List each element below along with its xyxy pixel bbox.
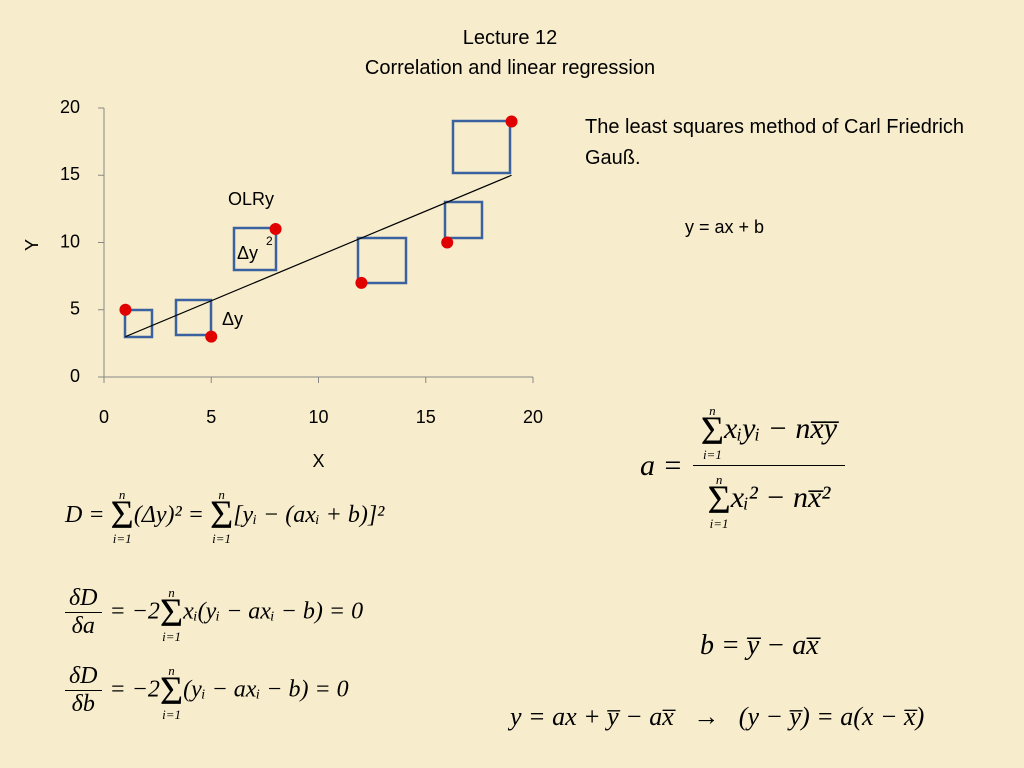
- fit-line: [125, 174, 512, 338]
- method-note: The least squares method of Carl Friedri…: [585, 116, 965, 169]
- square: [451, 119, 512, 175]
- x-tick-label: 5: [206, 407, 216, 427]
- y-tick-label: 20: [60, 97, 80, 117]
- point: [205, 330, 218, 343]
- square: [232, 226, 278, 272]
- sum-sign: Σ: [159, 667, 184, 713]
- sum-limit: n: [218, 487, 225, 502]
- formula-rest: = −2Σxᵢ(yᵢ − axᵢ − b) = 0: [109, 589, 364, 635]
- point: [269, 223, 282, 236]
- annotation: OLRy: [228, 189, 274, 209]
- model-note: y = ax + b: [685, 217, 765, 237]
- numerator: δD: [65, 663, 102, 691]
- subtitle: Correlation and linear regression: [364, 57, 656, 79]
- y-tick-label: 0: [70, 366, 80, 386]
- annotation: Δy: [237, 243, 258, 263]
- sum-limit: i=1: [212, 531, 232, 546]
- square: [174, 298, 213, 337]
- formula-lhs: a =: [640, 448, 683, 482]
- sum-limit: n: [168, 662, 175, 678]
- x-tick-label: 0: [99, 407, 109, 427]
- sum-limit: n: [709, 403, 716, 418]
- title: Lecture 12: [462, 27, 558, 49]
- x-tick-label: 15: [416, 407, 436, 427]
- denominator: δb: [71, 691, 95, 717]
- denominator: δa: [71, 613, 95, 639]
- annotation: Δy: [222, 309, 243, 329]
- sum-sign: Σ: [110, 492, 134, 537]
- squares: [123, 119, 512, 339]
- fraction: δD δb: [65, 663, 102, 718]
- x-tick-label: 10: [308, 407, 328, 427]
- sum-limit: i=1: [112, 531, 132, 546]
- sum-limit: n: [715, 472, 723, 487]
- y-tick-label: 10: [60, 231, 80, 251]
- x-tick-label: 20: [523, 407, 543, 427]
- sum-sign: Σ: [700, 408, 725, 453]
- formula: D = Σ (Δy)² = Σ [yᵢ − (axᵢ + b)]²: [65, 492, 385, 537]
- point: [505, 115, 518, 128]
- formula: a = Σxᵢyᵢ − nx̅y̅ Σxᵢ² − nx̅²: [640, 405, 853, 526]
- square: [443, 200, 484, 240]
- y-tick-label: 15: [60, 164, 80, 184]
- y-axis-label: Y: [22, 239, 42, 251]
- sum-limit: n: [118, 487, 126, 502]
- point: [119, 303, 132, 316]
- fraction: δD δa: [65, 585, 102, 640]
- numerator: Σxᵢyᵢ − nx̅y̅: [692, 405, 846, 466]
- square: [123, 308, 154, 339]
- formula-rest: = −2Σ(yᵢ − axᵢ − b) = 0: [109, 667, 349, 713]
- sum-limit: i=1: [162, 706, 181, 722]
- formula: y = ax + y̅ − ax̅ → (y − y̅) = a(x − x̅): [510, 702, 925, 731]
- x-axis-label: X: [312, 451, 324, 471]
- sum-limit: i=1: [162, 628, 181, 644]
- point: [355, 276, 368, 289]
- formula: b = y̅ − ax̅: [700, 630, 819, 661]
- sum-limit: n: [168, 584, 175, 600]
- formula: δD δa = −2Σxᵢ(yᵢ − axᵢ − b) = 0: [65, 585, 363, 640]
- sum-sign: Σ: [209, 492, 234, 537]
- square: [356, 236, 408, 285]
- fraction: Σxᵢyᵢ − nx̅y̅ Σxᵢ² − nx̅²: [692, 405, 846, 526]
- formula: δD δb = −2Σ(yᵢ − axᵢ − b) = 0: [65, 663, 349, 718]
- numerator: δD: [65, 585, 102, 613]
- sum-sign: Σ: [159, 589, 184, 635]
- annotation: 2: [266, 234, 273, 248]
- point: [441, 236, 454, 249]
- denominator: Σxᵢ² − nx̅²: [707, 477, 831, 522]
- y-tick-label: 5: [70, 299, 80, 319]
- sum-limit: i=1: [702, 447, 722, 462]
- sum-limit: i=1: [709, 516, 729, 531]
- sum-sign: Σ: [707, 477, 731, 522]
